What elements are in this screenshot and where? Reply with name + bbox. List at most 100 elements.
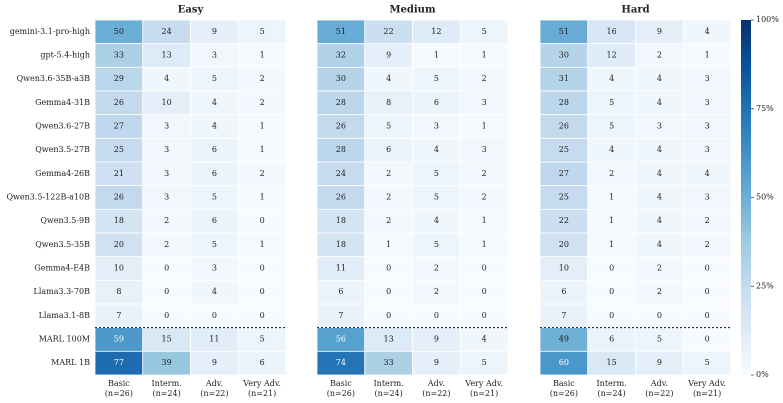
cell-label: 5 bbox=[212, 193, 217, 202]
cell-label: 50 bbox=[114, 27, 124, 36]
row-label: Llama3.1-8B bbox=[39, 311, 91, 320]
column-label: Basic bbox=[330, 379, 352, 388]
column-label: Adv. bbox=[650, 379, 668, 388]
cell-label: 9 bbox=[434, 335, 439, 344]
cell-label: 2 bbox=[434, 264, 439, 273]
cell-label: 1 bbox=[434, 51, 439, 60]
cell-label: 0 bbox=[260, 311, 265, 320]
colorbar-tick-label: 25% bbox=[756, 281, 774, 290]
cell-label: 6 bbox=[260, 358, 265, 367]
cell-label: 26 bbox=[114, 98, 124, 107]
cell-label: 0 bbox=[260, 264, 265, 273]
column-label: Interm. bbox=[597, 379, 627, 388]
cell-label: 0 bbox=[164, 264, 169, 273]
cell-label: 27 bbox=[114, 122, 124, 131]
row-label: MARL 100M bbox=[39, 335, 90, 344]
cell-label: 1 bbox=[705, 51, 710, 60]
cell-label: 33 bbox=[384, 358, 394, 367]
column-count: (n=22) bbox=[422, 389, 450, 398]
cell-label: 11 bbox=[209, 335, 219, 344]
heat-cell bbox=[459, 350, 509, 376]
cell-label: 0 bbox=[705, 335, 710, 344]
cell-label: 9 bbox=[434, 358, 439, 367]
cell-label: 4 bbox=[657, 216, 662, 225]
row-label: Qwen3.6-35B-a3B bbox=[17, 74, 90, 83]
cell-label: 22 bbox=[384, 27, 394, 36]
cell-label: 6 bbox=[386, 145, 391, 154]
cell-label: 0 bbox=[482, 287, 487, 296]
row-label: Gemma4-E4B bbox=[34, 264, 90, 273]
cell-label: 2 bbox=[657, 264, 662, 273]
cell-label: 0 bbox=[609, 311, 614, 320]
cell-label: 10 bbox=[162, 98, 172, 107]
column-label: Interm. bbox=[152, 379, 182, 388]
cell-label: 1 bbox=[482, 51, 487, 60]
cell-label: 2 bbox=[260, 169, 265, 178]
column-label: Adv. bbox=[427, 379, 445, 388]
cell-label: 28 bbox=[336, 145, 346, 154]
cell-label: 0 bbox=[260, 287, 265, 296]
cell-label: 3 bbox=[164, 169, 169, 178]
cell-label: 4 bbox=[657, 193, 662, 202]
cell-label: 3 bbox=[705, 74, 710, 83]
cell-label: 5 bbox=[212, 74, 217, 83]
cell-label: 6 bbox=[212, 216, 217, 225]
cell-label: 4 bbox=[164, 74, 169, 83]
column-count: (n=21) bbox=[470, 389, 498, 398]
cell-label: 8 bbox=[386, 98, 391, 107]
cell-label: 9 bbox=[212, 27, 217, 36]
cell-label: 2 bbox=[386, 169, 391, 178]
cell-label: 1 bbox=[609, 193, 614, 202]
colorbar-tick-label: 75% bbox=[756, 104, 774, 113]
cell-label: 0 bbox=[164, 287, 169, 296]
panel-title: Medium bbox=[389, 5, 435, 16]
cell-label: 5 bbox=[482, 358, 487, 367]
cell-label: 1 bbox=[260, 193, 265, 202]
cell-label: 4 bbox=[386, 74, 391, 83]
colorbar-tick-label: 0% bbox=[756, 370, 769, 379]
column-label: Very Adv. bbox=[242, 379, 281, 388]
cell-label: 39 bbox=[162, 358, 172, 367]
column-label: Adv. bbox=[205, 379, 223, 388]
column-label: Interm. bbox=[374, 379, 404, 388]
colorbar-tick-label: 50% bbox=[756, 193, 774, 202]
cell-label: 5 bbox=[212, 240, 217, 249]
cell-label: 33 bbox=[114, 51, 124, 60]
cell-label: 1 bbox=[609, 240, 614, 249]
cell-label: 5 bbox=[609, 122, 614, 131]
column-count: (n=22) bbox=[645, 389, 673, 398]
cell-label: 4 bbox=[657, 98, 662, 107]
cell-label: 3 bbox=[212, 51, 217, 60]
cell-label: 4 bbox=[609, 74, 614, 83]
cell-label: 4 bbox=[212, 287, 217, 296]
row-label: gemini-3.1-pro-high bbox=[10, 27, 90, 36]
cell-label: 49 bbox=[559, 335, 569, 344]
row-label: Llama3.3-70B bbox=[34, 287, 91, 296]
colorbar-tick-label: 100% bbox=[756, 15, 779, 24]
cell-label: 2 bbox=[386, 193, 391, 202]
cell-label: 10 bbox=[559, 264, 569, 273]
column-count: (n=22) bbox=[200, 389, 228, 398]
cell-label: 7 bbox=[338, 311, 343, 320]
column-count: (n=26) bbox=[550, 389, 578, 398]
cell-label: 0 bbox=[705, 264, 710, 273]
cell-label: 9 bbox=[657, 27, 662, 36]
panel-title: Easy bbox=[178, 5, 205, 16]
cell-label: 74 bbox=[336, 358, 346, 367]
cell-label: 2 bbox=[705, 216, 710, 225]
cell-label: 5 bbox=[434, 169, 439, 178]
cell-label: 60 bbox=[559, 358, 569, 367]
cell-label: 6 bbox=[212, 169, 217, 178]
cell-label: 11 bbox=[336, 264, 346, 273]
cell-label: 13 bbox=[162, 51, 172, 60]
cell-label: 2 bbox=[482, 169, 487, 178]
heat-cell bbox=[682, 350, 732, 376]
cell-label: 25 bbox=[559, 193, 569, 202]
cell-label: 6 bbox=[434, 98, 439, 107]
panel-title: Hard bbox=[621, 5, 649, 16]
cell-label: 8 bbox=[116, 287, 121, 296]
cell-label: 3 bbox=[482, 145, 487, 154]
cell-label: 1 bbox=[482, 240, 487, 249]
cell-label: 6 bbox=[212, 145, 217, 154]
